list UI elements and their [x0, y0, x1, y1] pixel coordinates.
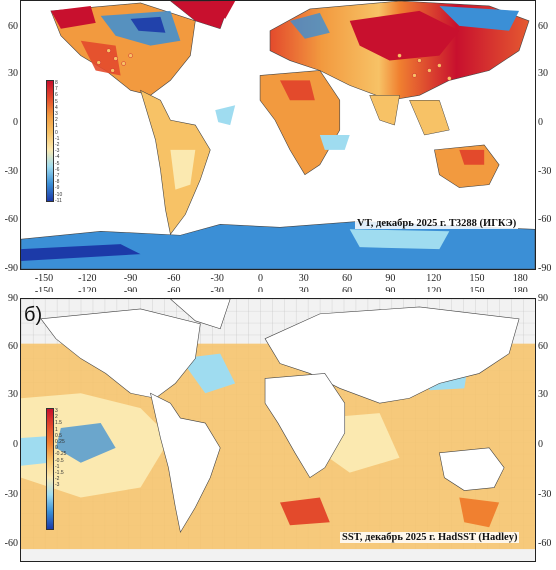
- lat-tick-label: -90: [4, 263, 18, 274]
- colorbar-tick-label: 7: [55, 86, 58, 93]
- lon-tick-label: 30: [299, 286, 309, 297]
- lon-tick-label: -90: [124, 286, 137, 297]
- lat-tick-label: 30: [8, 68, 18, 79]
- colorbar-tick-label: -0.5: [55, 457, 64, 464]
- colorbar-tick-label: 1: [55, 426, 58, 433]
- colorbar-tick-label: 2: [55, 414, 58, 421]
- panel-letter-b: б): [24, 304, 43, 326]
- lon-tick-label: -120: [78, 273, 97, 284]
- lat-tick-label: 30: [538, 68, 548, 79]
- panel-b-sst-anomaly: б) 3 2 1.5 1 0.5 0.25 0 -0.25 -0.5 -1 -1.5 -2 -3 SST…: [0, 292, 556, 570]
- lon-tick-label: -150: [35, 286, 53, 297]
- colorbar-tick-label: 1: [55, 123, 58, 130]
- lon-tick-label: -30: [210, 273, 224, 284]
- map-sst-anomaly: [20, 298, 536, 562]
- colorbar-tick-label: -1.5: [55, 470, 64, 477]
- caption-b: SST, декабрь 2025 г. HadSST (Hadley): [340, 532, 520, 543]
- lon-axis-a-bottom: -150 -120 -90 -60 -30 0 30 60 90 120 150 180: [20, 286, 536, 297]
- colorbar-b: [46, 408, 54, 530]
- colorbar-tick-label: -2: [55, 476, 60, 483]
- map-vt-anomaly: [20, 0, 536, 270]
- lon-tick-label: 90: [385, 286, 395, 297]
- colorbar-b-labels: 3 2 1.5 1 0.5 0.25 0 -0.25 -0.5 -1 -1.5 -2 -3: [55, 408, 66, 489]
- lat-tick-label: -30: [4, 166, 18, 177]
- colorbar-tick-label: -0.25: [55, 451, 67, 458]
- colorbar-tick-label: -5: [55, 160, 60, 167]
- lat-tick-label: 60: [538, 21, 548, 32]
- lon-tick-label: 120: [426, 273, 442, 284]
- colorbar-tick-label: 2: [55, 117, 58, 124]
- lat-tick-label: 60: [538, 341, 548, 352]
- lat-tick-label: 0: [13, 117, 18, 128]
- colorbar-tick-label: 3: [55, 408, 58, 414]
- lon-tick-label: 0: [258, 273, 263, 284]
- lon-tick-label: 0: [258, 286, 263, 297]
- colorbar-tick-label: -8: [55, 179, 60, 186]
- lon-tick-label: -120: [78, 286, 96, 297]
- colorbar-tick-label: -6: [55, 166, 60, 173]
- colorbar-tick-label: 1.5: [55, 420, 62, 427]
- colorbar-tick-label: 3: [55, 111, 58, 118]
- lat-tick-label: 90: [8, 293, 18, 304]
- lon-tick-label: 30: [298, 273, 309, 284]
- lat-tick-label: -30: [538, 489, 552, 500]
- lon-tick-label: -90: [123, 273, 138, 284]
- lat-tick-label: -30: [4, 489, 18, 500]
- caption-a: VT, декабрь 2025 г. T3288 (ИГКЭ): [355, 218, 519, 229]
- lon-tick-label: 90: [385, 273, 396, 284]
- colorbar-tick-label: 4: [55, 104, 58, 111]
- lat-tick-label: 0: [538, 439, 543, 450]
- lat-tick-label: 0: [538, 117, 543, 128]
- lat-tick-label: 0: [13, 439, 18, 450]
- lon-tick-label: 180: [513, 286, 528, 297]
- colorbar-tick-label: -3: [55, 148, 60, 155]
- lat-tick-label: -60: [538, 214, 552, 225]
- colorbar-tick-label: 6: [55, 92, 58, 99]
- sst-anomaly-map-image: [21, 299, 535, 561]
- lat-tick-label: -90: [538, 263, 552, 274]
- colorbar-tick-label: -1: [55, 135, 60, 142]
- lat-tick-label: 60: [8, 341, 18, 352]
- lon-tick-label: -30: [211, 286, 224, 297]
- lat-tick-label: -30: [538, 166, 552, 177]
- lon-tick-label: 60: [342, 273, 353, 284]
- lon-tick-label: 150: [469, 273, 485, 284]
- colorbar-tick-label: -7: [55, 173, 60, 180]
- lon-tick-label: -150: [34, 273, 54, 284]
- colorbar-tick-label: -10: [55, 191, 63, 198]
- colorbar-a: [46, 80, 54, 202]
- colorbar-tick-label: -1: [55, 463, 60, 470]
- lat-tick-label: 60: [8, 21, 18, 32]
- lat-tick-label: -60: [4, 214, 18, 225]
- lat-tick-label: 90: [538, 293, 548, 304]
- vt-anomaly-map-image: [21, 1, 535, 269]
- colorbar-tick-label: -2: [55, 142, 60, 149]
- lon-tick-label: 60: [342, 286, 352, 297]
- lon-axis-a-top: -150 -120 -90 -60 -30 0 30 60 90 120 150 180: [20, 273, 536, 284]
- panel-a-vt-anomaly: 8 7 6 5 4 3 2 1 0 -1 -2 -3 -4 -5 -6 -7 -8 -9 -10 -11 VT, де…: [4, 0, 552, 297]
- colorbar-tick-label: 0.5: [55, 432, 62, 439]
- colorbar-tick-label: 8: [55, 80, 58, 86]
- colorbar-tick-label: -9: [55, 185, 60, 192]
- colorbar-tick-label: -3: [55, 482, 60, 489]
- colorbar-tick-label: -11: [55, 197, 62, 204]
- lon-tick-label: 180: [512, 273, 528, 284]
- lon-tick-label: -60: [167, 273, 181, 284]
- colorbar-tick-label: -4: [55, 154, 60, 161]
- lon-tick-label: -60: [167, 286, 180, 297]
- lon-tick-label: 120: [426, 286, 441, 297]
- colorbar-tick-label: 0: [55, 129, 58, 136]
- lat-tick-label: -60: [4, 538, 18, 549]
- colorbar-tick-label: 5: [55, 98, 58, 105]
- lon-tick-label: 150: [470, 286, 485, 297]
- colorbar-tick-label: 0: [55, 445, 58, 452]
- colorbar-tick-label: 0.25: [55, 439, 65, 446]
- lat-tick-label: -60: [538, 538, 552, 549]
- colorbar-a-labels: 8 7 6 5 4 3 2 1 0 -1 -2 -3 -4 -5 -6 -7 -8 -9 -10 -11: [55, 80, 62, 204]
- lat-tick-label: 30: [8, 389, 18, 400]
- lat-tick-label: 30: [538, 389, 548, 400]
